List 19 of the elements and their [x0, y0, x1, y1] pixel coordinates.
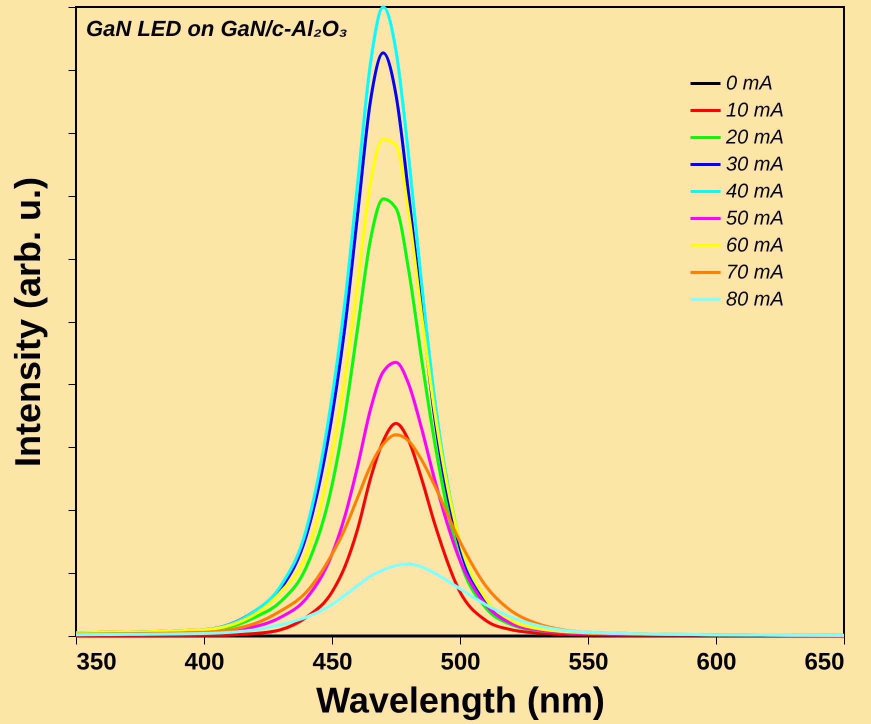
x-tick-label: 650: [804, 648, 844, 676]
legend-label: 80 mA: [726, 288, 784, 310]
legend-label: 10 mA: [726, 100, 784, 122]
x-tick-label: 500: [440, 648, 481, 676]
x-tick-label: 550: [568, 648, 609, 676]
x-tick-label: 400: [184, 648, 225, 676]
x-axis-title: Wavelength (nm): [316, 680, 605, 720]
x-tick-label: 450: [312, 648, 353, 676]
legend-label: 70 mA: [726, 262, 784, 284]
legend-label: 0 mA: [726, 72, 773, 94]
y-axis-title: Intensity (arb. u.): [7, 176, 48, 468]
x-tick-label: 600: [696, 648, 737, 676]
legend-label: 40 mA: [726, 180, 784, 202]
legend-label: 20 mA: [725, 126, 784, 148]
chart-title: GaN LED on GaN/c-Al₂O₃: [86, 16, 348, 41]
legend-label: 60 mA: [726, 234, 784, 256]
x-tick-label: 350: [76, 648, 117, 676]
legend-label: 30 mA: [726, 154, 784, 176]
legend-label: 50 mA: [726, 208, 784, 230]
